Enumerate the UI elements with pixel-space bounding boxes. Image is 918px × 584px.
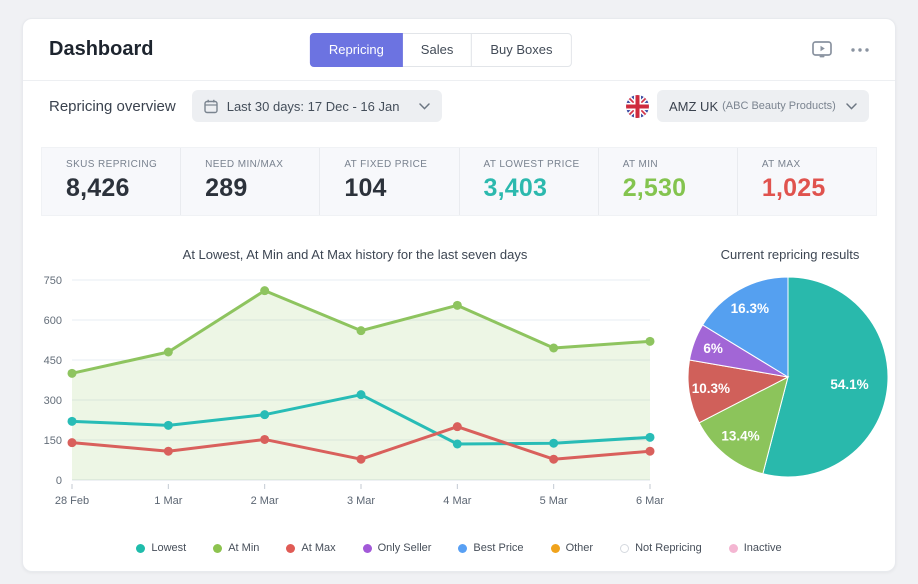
stat-at-max: AT MAX 1,025 bbox=[738, 148, 876, 215]
stat-label: AT LOWEST PRICE bbox=[483, 159, 580, 170]
svg-text:6%: 6% bbox=[703, 341, 723, 356]
stat-value: 1,025 bbox=[761, 174, 826, 202]
account-selector-group: AMZ UK (ABC Beauty Products) bbox=[626, 90, 869, 122]
svg-text:0: 0 bbox=[56, 475, 62, 487]
svg-text:2 Mar: 2 Mar bbox=[251, 495, 279, 507]
stat-at-fixed-price: AT FIXED PRICE 104 bbox=[320, 148, 460, 215]
charts-section: At Lowest, At Min and At Max history for… bbox=[23, 216, 895, 528]
section-label: Repricing overview bbox=[49, 97, 176, 115]
legend-item-at-min: At Min bbox=[213, 542, 259, 554]
svg-text:1 Mar: 1 Mar bbox=[154, 495, 182, 507]
stat-value: 8,426 bbox=[66, 174, 130, 202]
svg-text:3 Mar: 3 Mar bbox=[347, 495, 375, 507]
legend-item-lowest: Lowest bbox=[136, 542, 186, 554]
account-select[interactable]: AMZ UK (ABC Beauty Products) bbox=[657, 90, 869, 122]
header-actions bbox=[811, 40, 869, 59]
stat-skus-repricing: SKUS REPRICING 8,426 bbox=[42, 148, 182, 215]
tab-sales[interactable]: Sales bbox=[401, 32, 473, 67]
dashboard-card: Dashboard Repricing Sales Buy Boxes Repr… bbox=[22, 18, 896, 572]
stats-row: SKUS REPRICING 8,426 NEED MIN/MAX 289 AT… bbox=[41, 147, 877, 216]
history-line-chart: 0 150 300 450 600 750 28 Feb 1 Mar 2 Mar 3 Mar 4 M… bbox=[44, 275, 665, 507]
legend-item-not-repricing: Not Repricing bbox=[620, 542, 702, 554]
chart-legend: Lowest At Min At Max Only Seller Best Pr… bbox=[23, 542, 895, 554]
stat-label: AT FIXED PRICE bbox=[344, 159, 428, 170]
legend-dot bbox=[362, 543, 372, 553]
svg-text:28 Feb: 28 Feb bbox=[55, 495, 89, 507]
legend-dot bbox=[620, 543, 630, 553]
legend-item-inactive: Inactive bbox=[728, 542, 782, 554]
tab-buy-boxes[interactable]: Buy Boxes bbox=[471, 32, 572, 67]
account-name: AMZ UK bbox=[669, 98, 719, 114]
legend-dot bbox=[286, 543, 296, 553]
legend-dot bbox=[213, 543, 223, 553]
date-range-value: Last 30 days: 17 Dec - 16 Jan bbox=[226, 98, 400, 114]
svg-text:450: 450 bbox=[44, 355, 62, 367]
svg-text:4 Mar: 4 Mar bbox=[443, 495, 471, 507]
stat-need-min-max: NEED MIN/MAX 289 bbox=[181, 148, 321, 215]
legend-dot bbox=[136, 543, 146, 553]
svg-text:54.1%: 54.1% bbox=[830, 377, 868, 392]
stat-label: AT MIN bbox=[622, 159, 659, 170]
legend-item-best-price: Best Price bbox=[458, 542, 524, 554]
legend-item-only-seller: Only Seller bbox=[362, 542, 431, 554]
stat-at-lowest-price: AT LOWEST PRICE 3,403 bbox=[460, 148, 599, 215]
video-tutorial-icon[interactable] bbox=[811, 40, 833, 59]
svg-text:150: 150 bbox=[44, 435, 62, 447]
repricing-results-pie-chart: 54.1% 13.4% 10.3% 6% 16.3% bbox=[687, 276, 889, 478]
svg-text:600: 600 bbox=[44, 315, 62, 327]
legend-dot bbox=[550, 543, 560, 553]
stat-value: 2,530 bbox=[622, 174, 687, 202]
chevron-down-icon bbox=[418, 102, 430, 110]
filter-row: Repricing overview Last 30 days: 17 Dec … bbox=[23, 81, 895, 131]
stat-label: NEED MIN/MAX bbox=[205, 159, 284, 170]
stat-label: SKUS REPRICING bbox=[66, 159, 158, 170]
tab-repricing[interactable]: Repricing bbox=[309, 32, 403, 67]
svg-text:5 Mar: 5 Mar bbox=[540, 495, 568, 507]
calendar-icon bbox=[204, 99, 218, 114]
stat-value: 3,403 bbox=[483, 174, 548, 202]
date-range-select[interactable]: Last 30 days: 17 Dec - 16 Jan bbox=[191, 90, 442, 122]
stat-at-min: AT MIN 2,530 bbox=[599, 148, 738, 215]
legend-item-other: Other bbox=[550, 542, 593, 554]
svg-text:13.4%: 13.4% bbox=[721, 428, 759, 443]
chevron-down-icon bbox=[846, 102, 857, 110]
page-title: Dashboard bbox=[49, 38, 154, 60]
line-chart-title: At Lowest, At Min and At Max history for… bbox=[182, 247, 528, 262]
stat-value: 104 bbox=[344, 174, 387, 202]
stat-value: 289 bbox=[205, 174, 248, 202]
account-detail: (ABC Beauty Products) bbox=[722, 100, 836, 112]
svg-text:6 Mar: 6 Mar bbox=[636, 495, 664, 507]
legend-dot bbox=[728, 543, 738, 553]
tab-group: Repricing Sales Buy Boxes bbox=[309, 32, 572, 67]
more-options-icon[interactable] bbox=[851, 47, 869, 52]
legend-item-at-max: At Max bbox=[286, 542, 336, 554]
svg-text:16.3%: 16.3% bbox=[731, 301, 769, 316]
svg-text:300: 300 bbox=[44, 395, 62, 407]
stat-label: AT MAX bbox=[761, 159, 801, 170]
pie-chart-title: Current repricing results bbox=[720, 247, 860, 262]
svg-text:10.3%: 10.3% bbox=[692, 381, 730, 396]
header: Dashboard Repricing Sales Buy Boxes bbox=[23, 19, 895, 81]
legend-dot bbox=[458, 543, 468, 553]
uk-flag-icon bbox=[626, 94, 649, 118]
svg-text:750: 750 bbox=[44, 275, 62, 287]
